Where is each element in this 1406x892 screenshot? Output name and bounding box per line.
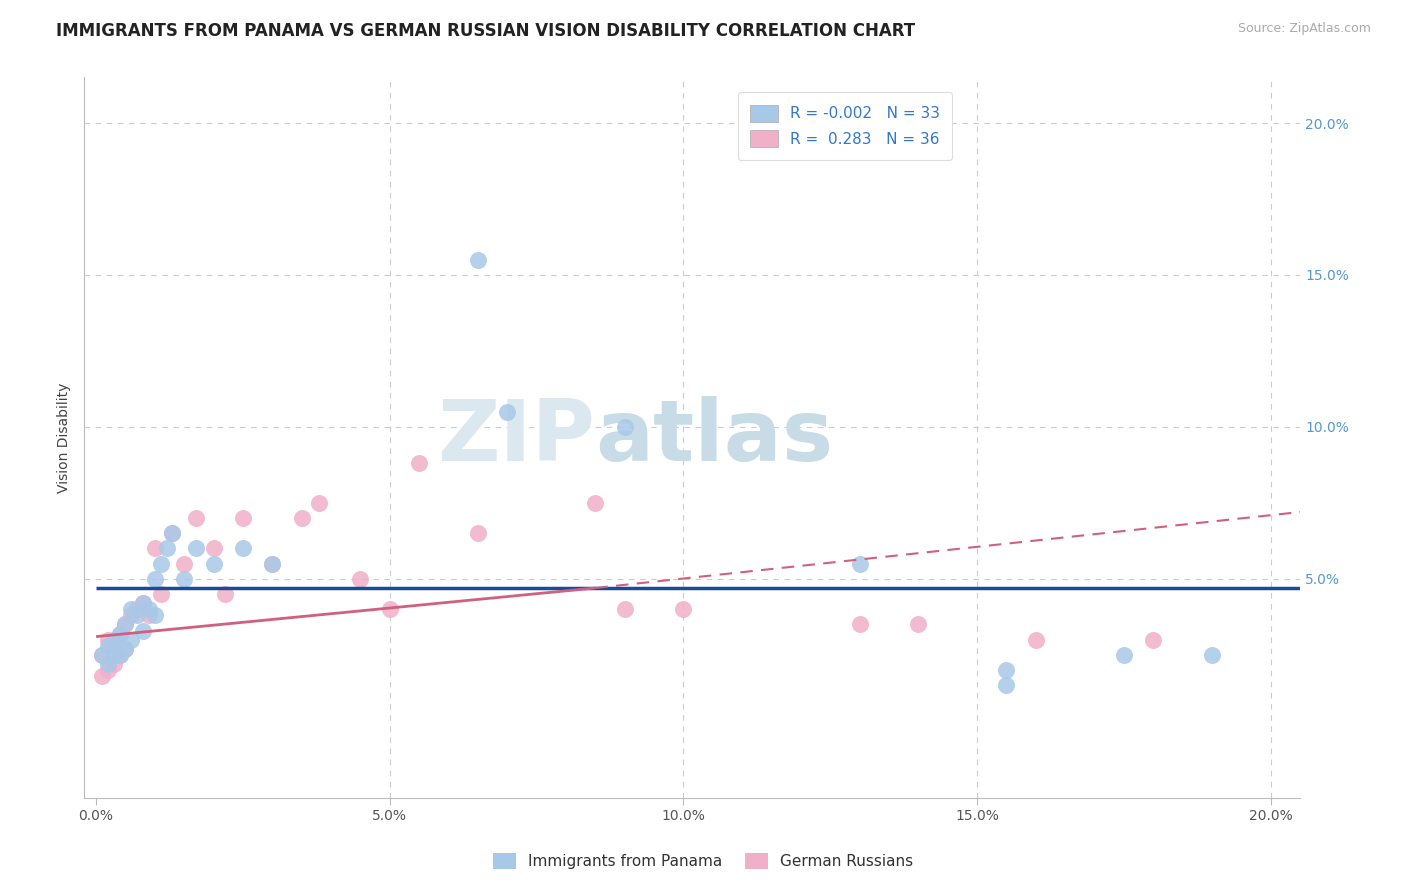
Point xyxy=(103,648,125,662)
Point xyxy=(1201,648,1223,662)
Point xyxy=(184,511,207,525)
Point xyxy=(97,663,120,677)
Point xyxy=(143,541,166,556)
Point xyxy=(114,617,136,632)
Point xyxy=(848,617,870,632)
Point xyxy=(1112,648,1135,662)
Legend: Immigrants from Panama, German Russians: Immigrants from Panama, German Russians xyxy=(486,847,920,875)
Point xyxy=(202,541,225,556)
Point xyxy=(672,602,695,616)
Point xyxy=(120,632,142,647)
Point xyxy=(143,608,166,623)
Y-axis label: Vision Disability: Vision Disability xyxy=(58,383,72,492)
Point xyxy=(583,496,606,510)
Point xyxy=(132,596,155,610)
Point xyxy=(143,572,166,586)
Text: IMMIGRANTS FROM PANAMA VS GERMAN RUSSIAN VISION DISABILITY CORRELATION CHART: IMMIGRANTS FROM PANAMA VS GERMAN RUSSIAN… xyxy=(56,22,915,40)
Point xyxy=(848,557,870,571)
Point xyxy=(120,608,142,623)
Point xyxy=(132,596,155,610)
Point xyxy=(378,602,401,616)
Point xyxy=(97,639,120,653)
Point xyxy=(1025,632,1047,647)
Point xyxy=(202,557,225,571)
Legend: R = -0.002   N = 33, R =  0.283   N = 36: R = -0.002 N = 33, R = 0.283 N = 36 xyxy=(738,92,952,160)
Point xyxy=(349,572,371,586)
Point xyxy=(995,678,1018,692)
Point xyxy=(132,624,155,638)
Point xyxy=(907,617,929,632)
Point xyxy=(91,648,114,662)
Point xyxy=(149,557,172,571)
Point xyxy=(155,541,177,556)
Point xyxy=(120,602,142,616)
Point xyxy=(291,511,314,525)
Point xyxy=(114,641,136,656)
Point xyxy=(103,657,125,671)
Point xyxy=(308,496,330,510)
Point xyxy=(97,657,120,671)
Point xyxy=(1142,632,1164,647)
Point xyxy=(138,602,160,616)
Text: Source: ZipAtlas.com: Source: ZipAtlas.com xyxy=(1237,22,1371,36)
Point xyxy=(173,572,195,586)
Point xyxy=(408,456,430,470)
Point xyxy=(467,526,489,541)
Point xyxy=(496,405,519,419)
Point xyxy=(108,648,131,662)
Point xyxy=(91,648,114,662)
Point xyxy=(114,617,136,632)
Point xyxy=(162,526,184,541)
Point xyxy=(103,639,125,653)
Point xyxy=(138,608,160,623)
Point xyxy=(214,587,236,601)
Point xyxy=(127,608,149,623)
Point xyxy=(108,626,131,640)
Point xyxy=(108,626,131,640)
Point xyxy=(114,641,136,656)
Point xyxy=(232,541,254,556)
Point xyxy=(995,663,1018,677)
Point xyxy=(149,587,172,601)
Text: ZIP: ZIP xyxy=(437,396,595,479)
Point xyxy=(127,602,149,616)
Point xyxy=(467,252,489,267)
Point xyxy=(173,557,195,571)
Text: atlas: atlas xyxy=(595,396,834,479)
Point xyxy=(184,541,207,556)
Point xyxy=(103,632,125,647)
Point xyxy=(232,511,254,525)
Point xyxy=(262,557,284,571)
Point xyxy=(97,632,120,647)
Point xyxy=(613,420,636,434)
Point xyxy=(108,648,131,662)
Point xyxy=(162,526,184,541)
Point xyxy=(613,602,636,616)
Point xyxy=(262,557,284,571)
Point xyxy=(91,669,114,683)
